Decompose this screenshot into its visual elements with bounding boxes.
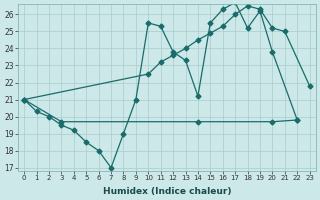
X-axis label: Humidex (Indice chaleur): Humidex (Indice chaleur) xyxy=(103,187,231,196)
